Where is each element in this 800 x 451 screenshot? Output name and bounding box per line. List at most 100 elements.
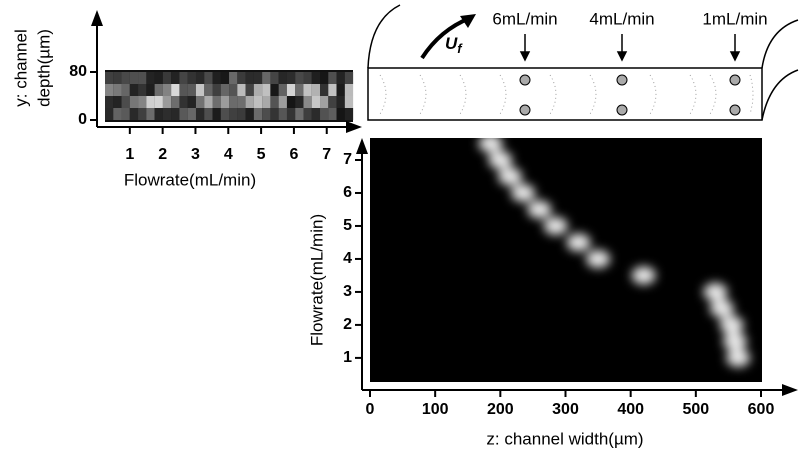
heatmap-cell	[229, 72, 238, 84]
intensity-peak	[488, 150, 513, 169]
y-tick-label: 0	[78, 111, 87, 128]
heatmap-cell	[253, 72, 263, 84]
heatmap-cell	[245, 72, 254, 84]
heatmap-cell	[286, 108, 296, 120]
heatmap-cell	[262, 96, 271, 108]
heatmap-cell	[237, 96, 246, 108]
heatmap-cell	[113, 84, 122, 96]
heatmap-cell	[336, 72, 345, 84]
heatmap-cell	[320, 72, 329, 84]
heatmap-cell	[328, 108, 337, 120]
heatmap-cell	[237, 84, 246, 96]
heatmap-cell	[286, 96, 296, 108]
x-tick-label: 5	[257, 146, 266, 163]
heatmap-cell	[320, 96, 329, 108]
heatmap-cell	[146, 72, 155, 84]
arrowhead	[356, 138, 368, 154]
heatmap-cell	[204, 72, 213, 84]
heatmap-cell	[303, 84, 312, 96]
heatmap-cell	[204, 108, 213, 120]
flow-label: 6mL/min	[492, 9, 557, 28]
heatmap-cell	[138, 96, 147, 108]
heatmap-cell	[278, 84, 287, 96]
heatmap-cell	[187, 72, 196, 84]
heatmap-cell	[195, 96, 205, 108]
heatmap-cell	[121, 84, 130, 96]
heatmap-cell	[270, 96, 279, 108]
heatmap-cell	[336, 96, 345, 108]
heatmap-cell	[138, 84, 147, 96]
heatmap-cell	[204, 96, 213, 108]
heatmap-cell	[253, 96, 263, 108]
heatmap-cell	[303, 72, 312, 84]
heatmap-cell	[179, 72, 188, 84]
heatmap-cell	[229, 96, 238, 108]
heatmap-cell	[105, 84, 114, 96]
x-tick-label: 2	[158, 146, 167, 163]
heatmap-cell	[204, 84, 213, 96]
intensity-peak	[703, 282, 728, 301]
x-tick-label: 4	[224, 146, 233, 163]
heatmap-cell	[344, 72, 354, 84]
heatmap-cell	[344, 108, 354, 120]
heatmap-cell	[171, 96, 180, 108]
heatmap-cell	[286, 72, 296, 84]
y-axis-label: depth(µm)	[34, 29, 53, 107]
heatmap-cell	[229, 84, 238, 96]
heatmap-cell	[253, 84, 263, 96]
heatmap-cell	[328, 84, 337, 96]
flow-label: 4mL/min	[589, 9, 654, 28]
heatmap-cell	[129, 84, 139, 96]
heatmap-cell	[245, 84, 254, 96]
position-arrows	[519, 34, 741, 62]
heatmap-cell	[129, 108, 139, 120]
heatmap-cell	[154, 108, 163, 120]
y-axis-label: Flowrate(mL/min)	[307, 214, 326, 346]
heatmap-cell	[146, 108, 155, 120]
x-tick-label: 100	[422, 401, 449, 418]
channel-wall	[367, 4, 401, 69]
intensity-peak	[722, 332, 747, 351]
heatmap-cell	[113, 72, 122, 84]
heatmap-cell	[245, 108, 254, 120]
arrowhead	[91, 10, 103, 26]
heatmap-cell	[113, 108, 122, 120]
heatmap-cell	[105, 72, 114, 84]
intensity-peak	[566, 233, 591, 252]
heatmap-cell	[195, 72, 205, 84]
heatmap-cell	[262, 84, 271, 96]
arrowhead	[782, 384, 798, 396]
x-axis-label: Flowrate(mL/min)	[124, 170, 256, 189]
heatmap-cell	[154, 84, 163, 96]
heatmap-cell	[212, 96, 221, 108]
heatmap-cell	[336, 84, 345, 96]
heatmap-cell	[237, 108, 246, 120]
heatmap-cell	[179, 96, 188, 108]
heatmap-cell	[245, 96, 254, 108]
heatmap-cell	[278, 96, 287, 108]
heatmap-cell	[162, 108, 172, 120]
heatmap-cell	[212, 108, 221, 120]
heatmap-cell	[187, 96, 196, 108]
left-heatmap-texture	[105, 72, 354, 120]
x-axis-label: z: channel width(µm)	[486, 429, 643, 448]
y-tick-label: 5	[343, 217, 352, 234]
heatmap-cell	[138, 108, 147, 120]
heatmap-cell	[278, 72, 287, 84]
heatmap-cell	[171, 72, 180, 84]
particles	[519, 74, 741, 116]
intensity-peak	[586, 249, 611, 268]
x-tick-label: 0	[366, 401, 375, 418]
x-tick-label: 400	[617, 401, 644, 418]
heatmap-cell	[105, 96, 114, 108]
heatmap-cell	[237, 72, 246, 84]
heatmap-cell	[229, 108, 238, 120]
heatmap-cell	[262, 72, 271, 84]
heatmap-cell	[195, 84, 205, 96]
heatmap-cell	[212, 72, 221, 84]
intensity-peak	[498, 167, 523, 186]
y-tick-label: 2	[343, 316, 352, 333]
heatmap-cell	[270, 72, 279, 84]
heatmap-cell	[220, 96, 230, 108]
heatmap-cell	[187, 84, 196, 96]
